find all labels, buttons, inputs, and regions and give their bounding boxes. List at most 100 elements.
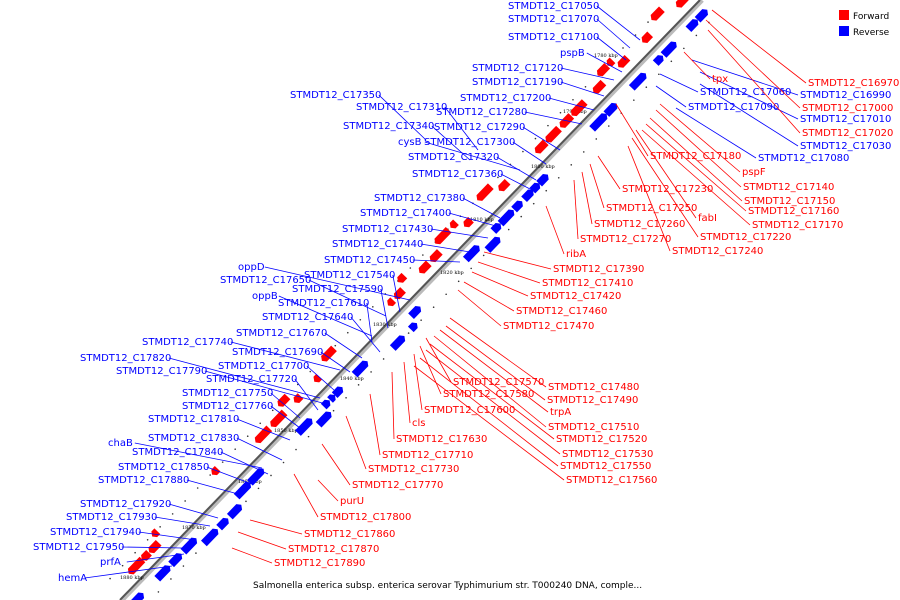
reverse-gene-feature[interactable] — [154, 565, 171, 582]
forward-gene-label[interactable]: cls — [412, 418, 426, 429]
reverse-gene-label[interactable]: STMDT12_C17310 — [356, 102, 447, 113]
forward-gene-label[interactable]: STMDT12_C17860 — [304, 529, 395, 540]
reverse-gene-feature[interactable] — [351, 360, 369, 378]
forward-gene-label[interactable]: pspF — [742, 167, 766, 178]
reverse-gene-feature[interactable] — [589, 113, 608, 132]
forward-gene-feature[interactable] — [321, 345, 337, 362]
reverse-gene-feature[interactable] — [628, 72, 647, 91]
forward-gene-label[interactable]: STMDT12_C17870 — [288, 544, 379, 555]
reverse-gene-label[interactable]: STMDT12_C17790 — [116, 366, 207, 377]
reverse-gene-feature[interactable] — [233, 481, 252, 500]
forward-gene-label[interactable]: STMDT12_C17220 — [700, 232, 791, 243]
forward-gene-label[interactable]: fabI — [698, 213, 717, 224]
reverse-gene-label[interactable]: STMDT12_C17300 — [424, 137, 515, 148]
forward-gene-feature[interactable] — [570, 99, 588, 117]
reverse-gene-label[interactable]: STMDT12_C17350 — [290, 90, 381, 101]
forward-gene-label[interactable]: STMDT12_C17730 — [368, 464, 459, 475]
forward-gene-label[interactable]: STMDT12_C17150 — [744, 196, 835, 207]
reverse-gene-label[interactable]: cysB — [398, 137, 422, 148]
forward-gene-feature[interactable] — [429, 249, 443, 263]
reverse-gene-feature[interactable] — [315, 411, 332, 428]
reverse-gene-label[interactable]: STMDT12_C17380 — [374, 193, 465, 204]
forward-gene-label[interactable]: STMDT12_C17710 — [382, 450, 473, 461]
forward-gene-feature[interactable] — [498, 178, 511, 192]
reverse-gene-feature[interactable] — [216, 517, 229, 531]
forward-gene-feature[interactable] — [293, 393, 304, 404]
reverse-gene-label[interactable]: STMDT12_C17670 — [236, 328, 327, 339]
reverse-gene-label[interactable]: STMDT12_C17920 — [80, 499, 171, 510]
reverse-gene-label[interactable]: STMDT12_C17700 — [218, 361, 309, 372]
reverse-gene-label[interactable]: STMDT12_C17640 — [262, 312, 353, 323]
forward-gene-label[interactable]: STMDT12_C17000 — [802, 103, 893, 114]
reverse-gene-label[interactable]: STMDT12_C17720 — [206, 374, 297, 385]
reverse-gene-feature[interactable] — [529, 182, 541, 194]
forward-gene-label[interactable]: STMDT12_C17160 — [748, 206, 839, 217]
forward-gene-feature[interactable] — [148, 539, 162, 554]
forward-gene-feature[interactable] — [449, 219, 459, 229]
reverse-gene-label[interactable]: STMDT12_C17400 — [360, 208, 451, 219]
reverse-gene-label[interactable]: prfA — [100, 557, 121, 568]
forward-gene-label[interactable]: STMDT12_C17630 — [396, 434, 487, 445]
reverse-gene-label[interactable]: STMDT12_C17750 — [182, 388, 273, 399]
reverse-gene-label[interactable]: STMDT12_C17090 — [688, 102, 779, 113]
reverse-gene-feature[interactable] — [490, 223, 502, 234]
forward-gene-label[interactable]: STMDT12_C17770 — [352, 480, 443, 491]
forward-gene-feature[interactable] — [277, 393, 291, 407]
reverse-gene-label[interactable]: hemA — [58, 573, 87, 584]
reverse-gene-label[interactable]: STMDT12_C17120 — [472, 63, 563, 74]
reverse-gene-label[interactable]: STMDT12_C17010 — [800, 114, 891, 125]
forward-gene-label[interactable]: STMDT12_C17550 — [560, 461, 651, 472]
forward-gene-label[interactable]: STMDT12_C17410 — [542, 278, 633, 289]
forward-gene-label[interactable]: trpA — [550, 407, 571, 418]
forward-gene-label[interactable]: tpx — [712, 74, 728, 85]
forward-gene-feature[interactable] — [463, 216, 474, 228]
reverse-gene-feature[interactable] — [226, 504, 243, 520]
reverse-gene-label[interactable]: STMDT12_C17060 — [700, 87, 791, 98]
reverse-gene-label[interactable]: STMDT12_C17690 — [232, 347, 323, 358]
reverse-gene-feature[interactable] — [660, 41, 677, 58]
forward-gene-feature[interactable] — [418, 260, 432, 274]
reverse-gene-label[interactable]: STMDT12_C17950 — [33, 542, 124, 553]
forward-gene-label[interactable]: purU — [340, 496, 364, 507]
reverse-gene-label[interactable]: STMDT12_C17840 — [132, 447, 223, 458]
reverse-gene-feature[interactable] — [497, 209, 515, 227]
forward-gene-feature[interactable] — [592, 79, 607, 94]
reverse-gene-label[interactable]: STMDT12_C17850 — [118, 462, 209, 473]
forward-gene-feature[interactable] — [270, 409, 288, 428]
reverse-gene-label[interactable]: chaB — [108, 438, 133, 449]
reverse-gene-feature[interactable] — [603, 102, 618, 117]
reverse-gene-label[interactable]: STMDT12_C17940 — [50, 527, 141, 538]
forward-gene-label[interactable]: STMDT12_C17580 — [443, 389, 534, 400]
forward-gene-label[interactable]: STMDT12_C17180 — [650, 151, 741, 162]
reverse-gene-label[interactable]: STMDT12_C17810 — [148, 414, 239, 425]
reverse-gene-label[interactable]: STMDT12_C17760 — [182, 401, 273, 412]
forward-gene-label[interactable]: STMDT12_C17260 — [594, 219, 685, 230]
reverse-gene-feature[interactable] — [389, 335, 406, 351]
reverse-gene-label[interactable]: STMDT12_C17740 — [142, 337, 233, 348]
reverse-gene-label[interactable]: STMDT12_C17610 — [278, 298, 369, 309]
forward-gene-feature[interactable] — [534, 139, 549, 154]
reverse-gene-label[interactable]: STMDT12_C17930 — [66, 512, 157, 523]
reverse-gene-feature[interactable] — [407, 322, 418, 333]
reverse-gene-feature[interactable] — [652, 55, 664, 66]
forward-gene-feature[interactable] — [650, 6, 665, 21]
reverse-gene-feature[interactable] — [511, 200, 523, 213]
reverse-gene-feature[interactable] — [247, 468, 265, 486]
reverse-gene-feature[interactable] — [462, 245, 480, 263]
reverse-gene-label[interactable]: STMDT12_C17340 — [343, 121, 434, 132]
reverse-gene-label[interactable]: STMDT12_C17540 — [304, 270, 395, 281]
reverse-gene-label[interactable]: STMDT12_C17830 — [148, 433, 239, 444]
forward-gene-label[interactable]: STMDT12_C17240 — [672, 246, 763, 257]
reverse-gene-label[interactable]: pspB — [560, 48, 585, 59]
forward-gene-label[interactable]: STMDT12_C17490 — [547, 395, 638, 406]
forward-gene-label[interactable]: STMDT12_C17560 — [566, 475, 657, 486]
forward-gene-label[interactable]: STMDT12_C17460 — [516, 306, 607, 317]
reverse-gene-label[interactable]: STMDT12_C17280 — [436, 107, 527, 118]
forward-gene-label[interactable]: STMDT12_C17170 — [752, 220, 843, 231]
forward-gene-label[interactable]: STMDT12_C17390 — [553, 264, 644, 275]
forward-gene-feature[interactable] — [675, 0, 689, 8]
forward-gene-feature[interactable] — [641, 31, 654, 43]
forward-gene-feature[interactable] — [313, 373, 323, 383]
forward-gene-feature[interactable] — [617, 54, 631, 68]
forward-gene-feature[interactable] — [151, 528, 161, 538]
